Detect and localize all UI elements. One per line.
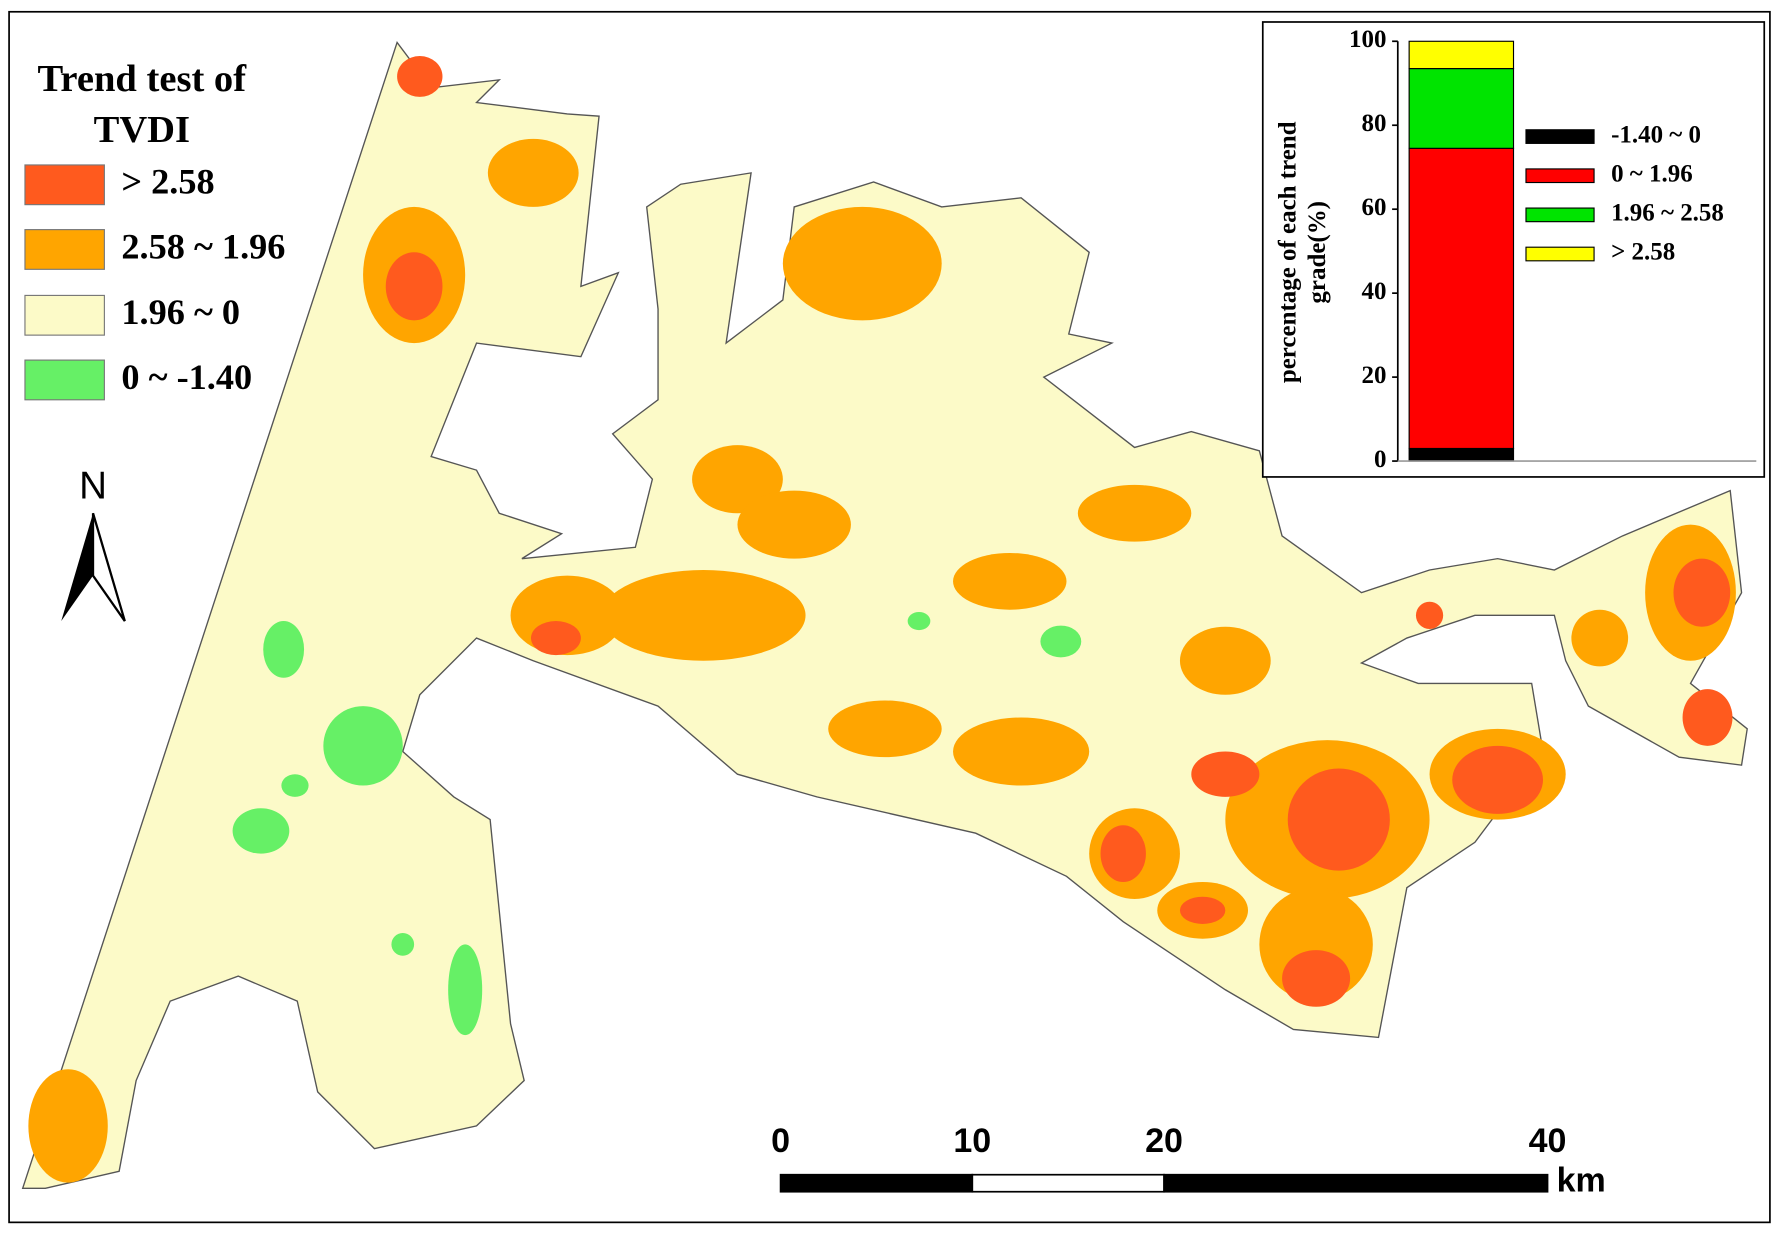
bar-segment [1408, 40, 1515, 70]
arrow-left [61, 513, 94, 622]
legend-title: Trend test of TVDI [38, 58, 248, 151]
legend-swatch [24, 294, 105, 336]
legend-swatch [1525, 168, 1595, 184]
map-legend: > 2.58 2.58 ~ 1.96 1.96 ~ 0 0 ~ -1.40 [24, 162, 285, 401]
trend-patches-strong [385, 56, 1733, 1007]
legend-label: 0 ~ -1.40 [121, 357, 252, 397]
scale-tick-label: 20 [1145, 1122, 1183, 1160]
scale-tick-label: 0 [771, 1122, 790, 1160]
study-area [21, 40, 1748, 1190]
scale-segment [971, 1173, 1165, 1193]
legend-label: 0 ~ 1.96 [1611, 160, 1693, 187]
y-axis-label: grade(%) [1304, 201, 1331, 304]
legend-title-line: Trend test of [38, 58, 248, 100]
scale-segment [779, 1173, 974, 1193]
legend-swatch [1525, 246, 1595, 262]
y-tick-label: 0 [1374, 446, 1386, 473]
y-tick-label: 20 [1361, 362, 1386, 389]
legend-label: 1.96 ~ 2.58 [1611, 200, 1724, 227]
scale-tick-label: 10 [953, 1122, 991, 1160]
trend-patches-negative [232, 611, 1082, 1036]
arrow-right [91, 512, 126, 622]
y-tick-label: 80 [1361, 110, 1386, 137]
y-axis-label: percentage of each trend [1275, 121, 1302, 383]
trend-patches-moderate [28, 138, 1736, 1183]
north-label: N [79, 464, 107, 507]
legend-label: 2.58 ~ 1.96 [121, 226, 285, 266]
legend-label: > 2.58 [121, 162, 214, 202]
legend-label: > 2.58 [1611, 239, 1675, 266]
legend-swatch [24, 359, 105, 401]
scale-segment [1163, 1173, 1549, 1193]
bar-segment [1408, 67, 1515, 149]
y-tick-label: 60 [1361, 194, 1386, 221]
scale-tick-label: 40 [1529, 1122, 1567, 1160]
scale-unit: km [1557, 1162, 1606, 1200]
legend-swatch [1525, 207, 1595, 223]
legend-swatch [24, 229, 105, 270]
legend-swatch [1525, 129, 1595, 144]
inset-chart: percentage of each trend grade(%) 0 20 40 6… [1261, 21, 1766, 478]
legend-label: -1.40 ~ 0 [1611, 121, 1701, 148]
y-tick-label: 40 [1361, 278, 1386, 305]
legend-title-line: TVDI [94, 109, 190, 151]
bar-segment [1408, 147, 1515, 450]
legend-swatch [24, 164, 105, 206]
bar-segment [1408, 447, 1515, 462]
legend-label: 1.96 ~ 0 [121, 292, 240, 332]
y-tick-label: 100 [1349, 26, 1386, 53]
north-arrow: N [61, 464, 126, 622]
